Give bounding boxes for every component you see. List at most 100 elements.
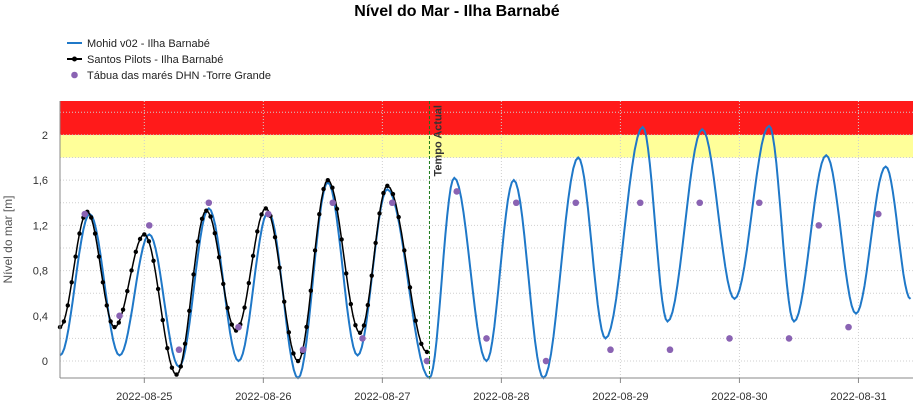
- data-point: [151, 258, 156, 264]
- data-point: [373, 240, 378, 246]
- x-tick-label: 2022-08-31: [830, 391, 886, 403]
- data-point: [321, 186, 326, 192]
- x-tick-label: 2022-08-30: [711, 391, 767, 403]
- data-point: [259, 212, 264, 217]
- y-tick-label: 1,2: [33, 220, 48, 232]
- data-point: [142, 232, 147, 237]
- x-tick-label: 2022-08-28: [473, 391, 529, 403]
- data-point: [65, 303, 70, 308]
- data-point: [129, 268, 134, 273]
- data-point: [112, 324, 117, 330]
- data-point: [277, 265, 282, 270]
- data-point: [116, 312, 123, 320]
- legend-marker: [72, 56, 77, 62]
- data-point: [542, 357, 550, 365]
- data-point: [785, 335, 793, 342]
- legend-label: Mohid v02 - Ilha Barnabé: [87, 38, 210, 50]
- data-point: [212, 231, 218, 236]
- data-point: [137, 236, 143, 242]
- data-point: [423, 357, 431, 365]
- data-point: [755, 199, 763, 207]
- y-tick-label: 1,6: [33, 175, 48, 187]
- x-tick-label: 2022-08-27: [354, 391, 410, 403]
- data-point: [572, 199, 580, 207]
- legend-label: Santos Pilots - Ilha Barnabé: [87, 54, 223, 66]
- data-point: [272, 234, 278, 240]
- data-point: [304, 324, 309, 330]
- data-point: [419, 341, 424, 346]
- alert-band-1: [60, 101, 913, 135]
- data-point: [726, 335, 733, 342]
- data-point: [381, 190, 386, 196]
- legend-label: Tábua das marés DHN -Torre Grande: [87, 70, 271, 82]
- data-point: [365, 302, 371, 308]
- data-point: [69, 280, 74, 285]
- data-point: [208, 214, 213, 219]
- x-tick-label: 2022-08-29: [592, 391, 648, 403]
- data-point: [165, 346, 170, 351]
- data-point: [255, 229, 260, 234]
- data-point: [357, 330, 363, 335]
- series-0: [59, 124, 912, 380]
- data-point: [377, 211, 382, 216]
- alert-band-0: [60, 134, 913, 158]
- series-2: [81, 188, 882, 365]
- data-point: [339, 237, 344, 242]
- data-point: [108, 319, 113, 324]
- data-point: [195, 239, 200, 244]
- y-tick-label: 0,8: [33, 266, 48, 278]
- data-point: [235, 323, 242, 331]
- data-point: [216, 255, 222, 260]
- data-point: [396, 214, 401, 220]
- data-point: [666, 346, 674, 354]
- series-layer: [57, 124, 912, 380]
- data-point: [291, 351, 296, 356]
- data-point: [815, 222, 823, 229]
- data-point: [312, 248, 318, 253]
- data-point: [229, 322, 235, 327]
- data-point: [874, 210, 882, 218]
- data-point: [104, 303, 109, 308]
- data-point: [453, 188, 461, 195]
- data-point: [308, 288, 313, 293]
- chart-title: Nível do Mar - Ilha Barnabé: [354, 3, 559, 20]
- data-point: [116, 320, 122, 325]
- legend-marker: [71, 71, 78, 79]
- data-point: [845, 323, 852, 331]
- data-point: [160, 317, 165, 323]
- data-point: [169, 365, 175, 370]
- alert-bands: [60, 101, 913, 158]
- data-point: [348, 301, 354, 307]
- y-tick-label: 2: [42, 130, 48, 142]
- data-point: [146, 239, 152, 244]
- data-point: [133, 249, 139, 255]
- data-point: [175, 346, 183, 354]
- data-point: [344, 271, 349, 276]
- data-point: [325, 177, 331, 183]
- current-time-label: Tempo Actual: [432, 105, 444, 177]
- data-point: [512, 199, 520, 207]
- data-point: [178, 364, 183, 369]
- y-tick-label: 0: [42, 356, 48, 368]
- data-point: [242, 305, 247, 310]
- series-line: [59, 124, 912, 380]
- data-point: [295, 358, 301, 364]
- y-axis-label: Nível do mar [m]: [1, 195, 15, 283]
- data-point: [205, 199, 213, 207]
- data-point: [61, 319, 67, 324]
- data-point: [125, 288, 130, 294]
- data-point: [88, 215, 94, 220]
- data-point: [204, 208, 209, 213]
- data-point: [174, 372, 179, 377]
- data-point: [246, 280, 252, 286]
- data-point: [221, 281, 226, 287]
- data-point: [282, 299, 287, 304]
- data-point: [361, 323, 367, 328]
- data-point: [424, 349, 430, 355]
- current-time-marker: Tempo Actual: [428, 101, 444, 378]
- data-point: [92, 231, 98, 236]
- data-point: [388, 199, 396, 207]
- data-point: [81, 210, 89, 218]
- data-point: [330, 185, 335, 190]
